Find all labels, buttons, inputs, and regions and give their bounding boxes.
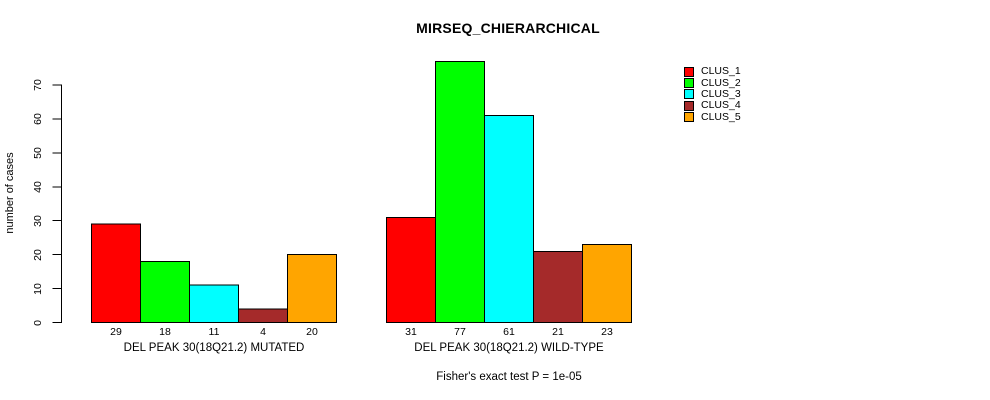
y-tick-label-0: 0 <box>31 319 44 326</box>
y-tick-label-50: 50 <box>31 147 44 159</box>
y-tick-label-70: 70 <box>31 79 44 91</box>
legend-label-clus-3: CLUS_3 <box>701 87 741 100</box>
legend-label-clus-5: CLUS_5 <box>701 110 741 123</box>
legend-row-clus-1: CLUS_1 <box>684 66 741 77</box>
y-tick-label-30: 30 <box>31 214 44 227</box>
bar-clus-1-group-2 <box>386 216 436 323</box>
legend-swatch-clus-2 <box>684 77 694 88</box>
legend: CLUS_1 CLUS_2 CLUS_3 CLUS_4 CLUS_5 <box>684 66 741 122</box>
y-tick-label-10: 10 <box>31 282 44 295</box>
bar-clus-3-group-1 <box>189 284 239 323</box>
y-tick-label-20: 20 <box>31 248 44 261</box>
category-label-group-2: DEL PEAK 30(18Q21.2) WILD-TYPE <box>414 342 604 354</box>
legend-swatch-clus-3 <box>684 89 694 100</box>
y-tick-label-40: 40 <box>31 180 44 193</box>
legend-swatch-clus-4 <box>684 100 694 111</box>
bar-value-label-clus-5-group-1: 20 <box>306 326 318 338</box>
y-tick-label-60: 60 <box>31 113 44 125</box>
bar-value-label-clus-3-group-2: 61 <box>503 326 515 338</box>
bar-value-label-clus-4-group-1: 4 <box>260 326 266 338</box>
legend-row-clus-3: CLUS_3 <box>684 89 741 100</box>
bar-clus-5-group-1 <box>287 254 337 323</box>
legend-label-clus-2: CLUS_2 <box>701 76 741 89</box>
bar-value-label-clus-2-group-1: 18 <box>159 326 171 338</box>
legend-row-clus-5: CLUS_5 <box>684 111 741 122</box>
legend-swatch-clus-1 <box>684 66 694 77</box>
legend-row-clus-2: CLUS_2 <box>684 77 741 88</box>
bar-value-label-clus-1-group-2: 31 <box>405 326 417 338</box>
legend-row-clus-4: CLUS_4 <box>684 100 741 111</box>
legend-label-clus-1: CLUS_1 <box>701 65 741 78</box>
bar-value-label-clus-3-group-1: 11 <box>208 326 220 338</box>
bar-value-label-clus-1-group-1: 29 <box>110 326 122 338</box>
bar-clus-3-group-2 <box>484 115 534 323</box>
bar-value-label-clus-2-group-2: 77 <box>454 326 466 338</box>
bar-clus-2-group-2 <box>435 60 485 323</box>
fisher-test-annotation: Fisher's exact test P = 1e-05 <box>436 371 582 383</box>
bar-clus-2-group-1 <box>140 260 190 323</box>
bar-clus-4-group-1 <box>238 308 288 323</box>
bar-clus-5-group-2 <box>582 243 632 323</box>
legend-label-clus-4: CLUS_4 <box>701 99 741 112</box>
category-label-group-1: DEL PEAK 30(18Q21.2) MUTATED <box>123 342 305 354</box>
bar-clus-4-group-2 <box>533 250 583 323</box>
chart-title: MIRSEQ_CHIERARCHICAL <box>416 20 600 36</box>
legend-swatch-clus-5 <box>684 111 694 122</box>
bar-value-label-clus-4-group-2: 21 <box>552 326 564 338</box>
bar-clus-1-group-1 <box>91 223 141 324</box>
bar-value-label-clus-5-group-2: 23 <box>601 326 613 338</box>
